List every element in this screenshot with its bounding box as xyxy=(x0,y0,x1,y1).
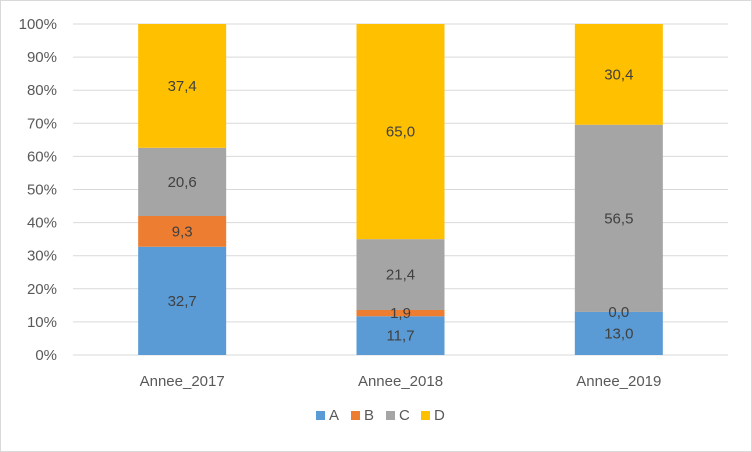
bar-segment-d xyxy=(574,24,663,125)
legend-label: B xyxy=(364,407,374,424)
data-label: 56,5 xyxy=(604,210,633,227)
data-label: 0,0 xyxy=(608,304,629,321)
y-tick-label: 50% xyxy=(27,182,57,199)
y-tick-label: 20% xyxy=(27,281,57,298)
y-tick-label: 30% xyxy=(27,248,57,265)
y-tick-label: 70% xyxy=(27,115,57,132)
y-tick-label: 100% xyxy=(19,16,57,33)
data-label: 1,9 xyxy=(390,305,411,322)
bar-segment-d xyxy=(138,24,227,148)
legend-label: C xyxy=(399,407,410,424)
bar-segment-c xyxy=(356,239,445,310)
bar-segment-b xyxy=(138,215,227,247)
y-tick-label: 80% xyxy=(27,82,57,99)
bar-segment-a xyxy=(138,246,227,355)
x-tick-label: Annee_2018 xyxy=(358,373,443,390)
bar-segment-c xyxy=(138,147,227,216)
bar-segment-c xyxy=(574,124,663,312)
data-label: 13,0 xyxy=(604,325,633,342)
data-label: 65,0 xyxy=(386,124,415,141)
x-tick-label: Annee_2019 xyxy=(576,373,661,390)
x-tick-label: Annee_2017 xyxy=(140,373,225,390)
data-label: 21,4 xyxy=(386,267,415,284)
y-tick-label: 40% xyxy=(27,215,57,232)
y-tick-label: 10% xyxy=(27,314,57,331)
data-label: 20,6 xyxy=(168,174,197,191)
legend-swatch-b xyxy=(351,411,360,420)
y-tick-label: 0% xyxy=(35,347,57,364)
bar-segment-a xyxy=(574,311,663,355)
legend-swatch-a xyxy=(316,411,325,420)
data-label: 11,7 xyxy=(386,328,414,345)
bar-segment-d xyxy=(356,24,445,240)
legend-swatch-c xyxy=(386,411,395,420)
data-label: 9,3 xyxy=(172,223,193,240)
data-label: 30,4 xyxy=(604,66,633,83)
legend-swatch-d xyxy=(421,411,430,420)
data-label: 32,7 xyxy=(168,293,197,310)
y-tick-label: 90% xyxy=(27,49,57,66)
legend-label: D xyxy=(434,407,445,424)
bar-segment-b xyxy=(356,309,445,317)
y-tick-label: 60% xyxy=(27,148,57,165)
bar-segment-a xyxy=(356,316,445,355)
data-label: 37,4 xyxy=(168,78,197,95)
legend-label: A xyxy=(329,407,339,424)
